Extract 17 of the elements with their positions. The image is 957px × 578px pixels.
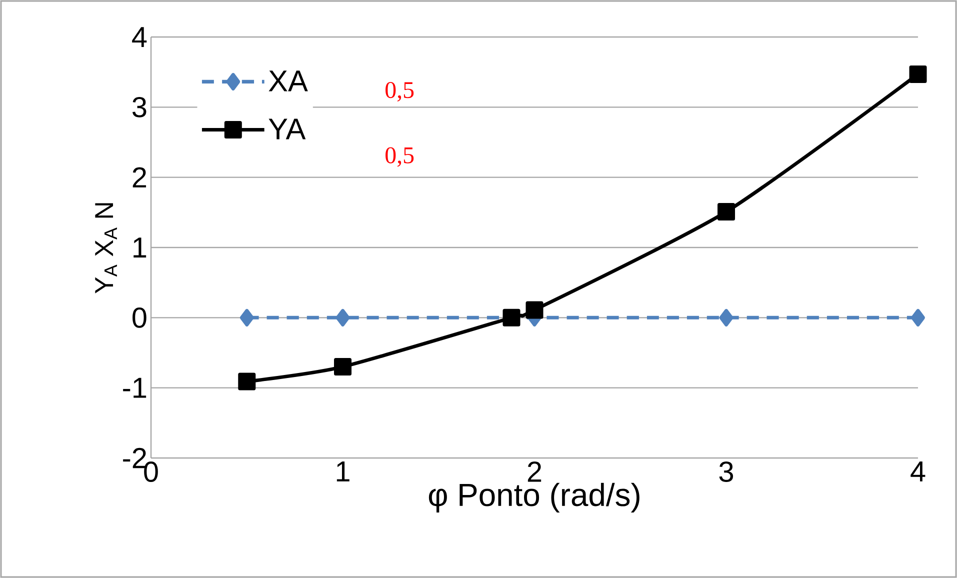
x-tick-label: 3: [719, 462, 734, 482]
y-tick-label: 4: [132, 27, 147, 47]
y-tick-label: -1: [123, 378, 146, 398]
legend-label: XA: [268, 70, 308, 92]
y-tick-label: 2: [132, 167, 146, 188]
annotation: 0,5: [386, 147, 414, 167]
x-tick-label: 1: [336, 462, 350, 482]
legend-label: YA: [268, 118, 306, 140]
x-tick-label: 2: [528, 462, 542, 482]
x-axis-title: φ Ponto (rad/s): [428, 482, 640, 513]
y-tick-label: 0: [132, 307, 146, 328]
y-tick-label: -2: [123, 448, 146, 468]
annotation: 0,5: [386, 82, 414, 102]
y-axis-title: Y$_{A}$ X$_{A}$ N: [95, 203, 117, 294]
x-tick-label: 4: [910, 462, 926, 482]
y-tick-label: 1: [134, 238, 146, 258]
y-tick-label: 3: [132, 96, 146, 118]
